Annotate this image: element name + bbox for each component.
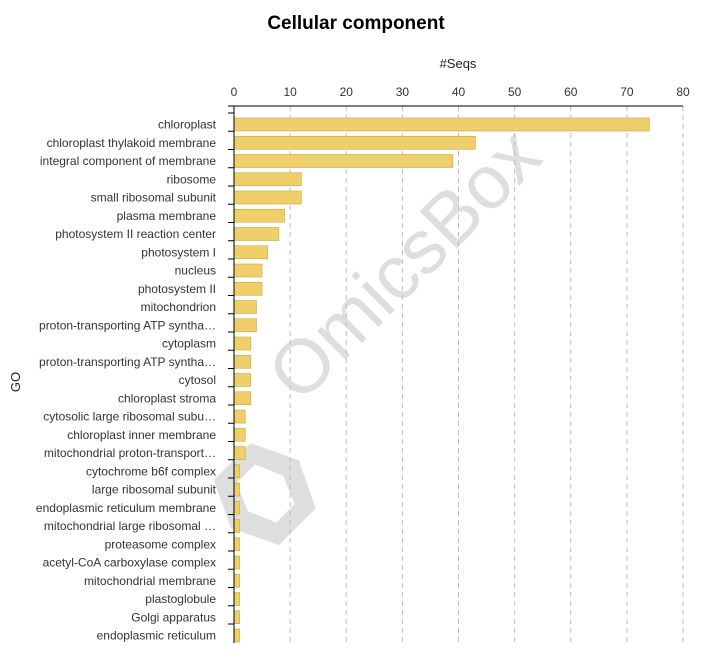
bar-endoplasmic-reticulum-membrane-21[interactable]	[233, 500, 240, 515]
bar-photosystem-i-7[interactable]	[233, 245, 268, 260]
x-tick-label-20: 20	[340, 85, 354, 99]
category-label-1: chloroplast thylakoid membrane	[47, 136, 217, 150]
category-label-6: photosystem II reaction center	[55, 227, 216, 241]
axes	[228, 105, 683, 643]
x-tick-label-60: 60	[564, 85, 578, 99]
x-tick-label-10: 10	[283, 85, 297, 99]
bar-nucleus-8[interactable]	[233, 263, 263, 278]
x-tick-label-70: 70	[620, 85, 634, 99]
category-label-16: cytosolic large ribosomal subu…	[43, 410, 216, 424]
category-label-26: plastoglobule	[145, 592, 216, 606]
bar-proton-transporting-atp-syntha-13[interactable]	[233, 354, 252, 369]
category-label-5: plasma membrane	[117, 209, 217, 223]
bar-mitochondrial-proton-transport-18[interactable]	[233, 446, 246, 460]
bar-plastoglobule-26[interactable]	[233, 592, 240, 606]
bar-proteasome-complex-23[interactable]	[233, 537, 240, 552]
bar-cytoplasm-12[interactable]	[233, 336, 252, 351]
category-label-25: mitochondrial membrane	[84, 574, 216, 588]
category-label-13: proton-transporting ATP syntha…	[39, 355, 216, 369]
bar-mitochondrion-10[interactable]	[233, 300, 257, 314]
bar-photosystem-ii-9[interactable]	[233, 281, 263, 296]
y-axis-title: GO	[8, 372, 23, 392]
bar-cytosol-14[interactable]	[233, 373, 252, 387]
x-axis-title: #Seqs	[440, 56, 477, 71]
bar-cytosolic-large-ribosomal-subu-16[interactable]	[233, 409, 246, 424]
bar-chloroplast-thylakoid-membrane-1[interactable]	[233, 135, 476, 150]
category-label-27: Golgi apparatus	[131, 610, 216, 624]
x-tick-label-30: 30	[396, 85, 410, 99]
x-axis-ticks: 0 10 20 30 40 50 60 70 80	[231, 85, 690, 99]
category-label-18: mitochondrial proton-transport…	[44, 446, 216, 460]
bar-chloroplast-0[interactable]	[233, 117, 650, 132]
category-labels: chloroplast chloroplast thylakoid membran…	[36, 118, 217, 643]
bar-mitochondrial-membrane-25[interactable]	[233, 573, 240, 588]
category-label-15: chloroplast stroma	[118, 391, 216, 405]
x-tick-label-50: 50	[508, 85, 522, 99]
category-label-21: endoplasmic reticulum membrane	[36, 501, 216, 515]
omicsbox-logo-icon	[213, 443, 316, 546]
category-label-0: chloroplast	[158, 118, 217, 132]
category-label-7: photosystem I	[141, 245, 216, 259]
bar-chloroplast-stroma-15[interactable]	[233, 391, 252, 406]
bar-small-ribosomal-subunit-4[interactable]	[233, 190, 302, 205]
bars	[233, 117, 650, 643]
bar-plasma-membrane-5[interactable]	[233, 208, 285, 223]
category-label-17: chloroplast inner membrane	[67, 428, 216, 442]
category-label-3: ribosome	[167, 172, 217, 186]
category-label-20: large ribosomal subunit	[92, 483, 217, 497]
bar-large-ribosomal-subunit-20[interactable]	[233, 482, 240, 497]
bar-chloroplast-inner-membrane-17[interactable]	[233, 427, 246, 442]
category-label-9: photosystem II	[138, 282, 216, 296]
category-label-23: proteasome complex	[105, 537, 216, 551]
bar-ribosome-3[interactable]	[233, 172, 302, 187]
category-label-28: endoplasmic reticulum	[97, 629, 216, 643]
bar-endoplasmic-reticulum-28[interactable]	[233, 628, 240, 643]
bar-cytochrome-b6f-complex-19[interactable]	[233, 464, 240, 479]
category-label-19: cytochrome b6f complex	[86, 464, 216, 478]
bar-photosystem-ii-reaction-center-6[interactable]	[233, 227, 280, 241]
category-label-10: mitochondrion	[141, 300, 216, 314]
x-tick-label-40: 40	[452, 85, 466, 99]
category-label-22: mitochondrial large ribosomal …	[44, 519, 216, 533]
x-tick-label-80: 80	[676, 85, 690, 99]
bar-acetyl-coa-carboxylase-complex-24[interactable]	[233, 555, 240, 570]
category-label-4: small ribosomal subunit	[91, 191, 217, 205]
category-label-11: proton-transporting ATP syntha…	[39, 318, 216, 332]
category-label-24: acetyl-CoA carboxylase complex	[43, 556, 216, 570]
bar-golgi-apparatus-27[interactable]	[233, 610, 240, 625]
x-tick-label-0: 0	[231, 85, 238, 99]
bar-integral-component-of-membrane-2[interactable]	[233, 154, 454, 168]
category-label-14: cytosol	[179, 373, 216, 387]
category-label-12: cytoplasm	[162, 337, 216, 351]
category-label-2: integral component of membrane	[40, 154, 216, 168]
chart-title: Cellular component	[267, 13, 445, 34]
bar-proton-transporting-atp-syntha-11[interactable]	[233, 318, 257, 333]
category-label-8: nucleus	[175, 264, 216, 278]
bar-mitochondrial-large-ribosomal-22[interactable]	[233, 519, 240, 533]
